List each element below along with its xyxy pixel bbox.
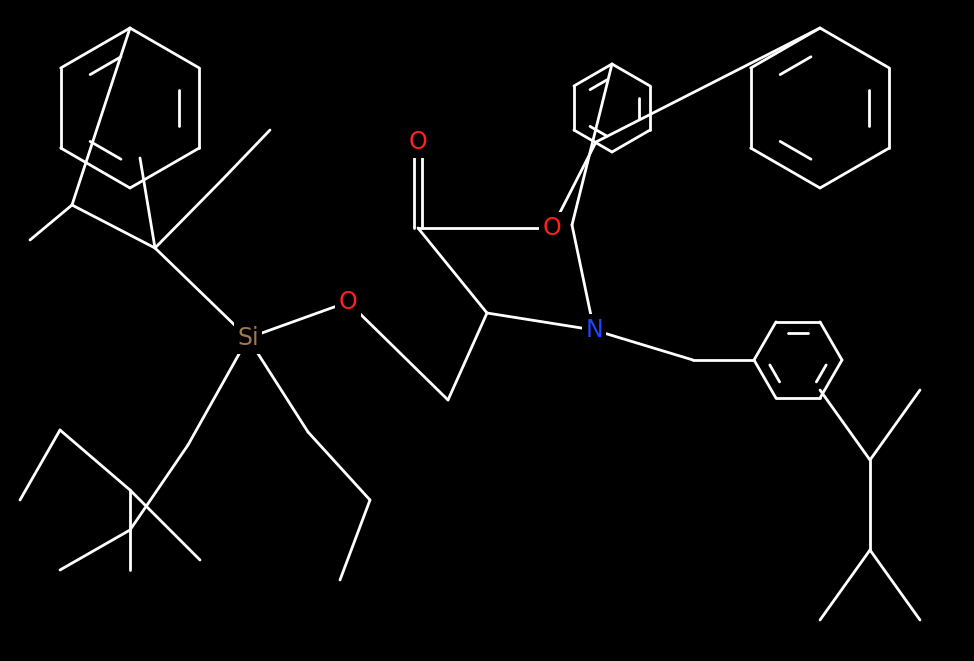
Text: Si: Si	[238, 326, 259, 350]
Text: O: O	[339, 290, 357, 314]
Text: N: N	[585, 318, 603, 342]
Text: O: O	[543, 216, 561, 240]
Text: O: O	[409, 130, 428, 154]
